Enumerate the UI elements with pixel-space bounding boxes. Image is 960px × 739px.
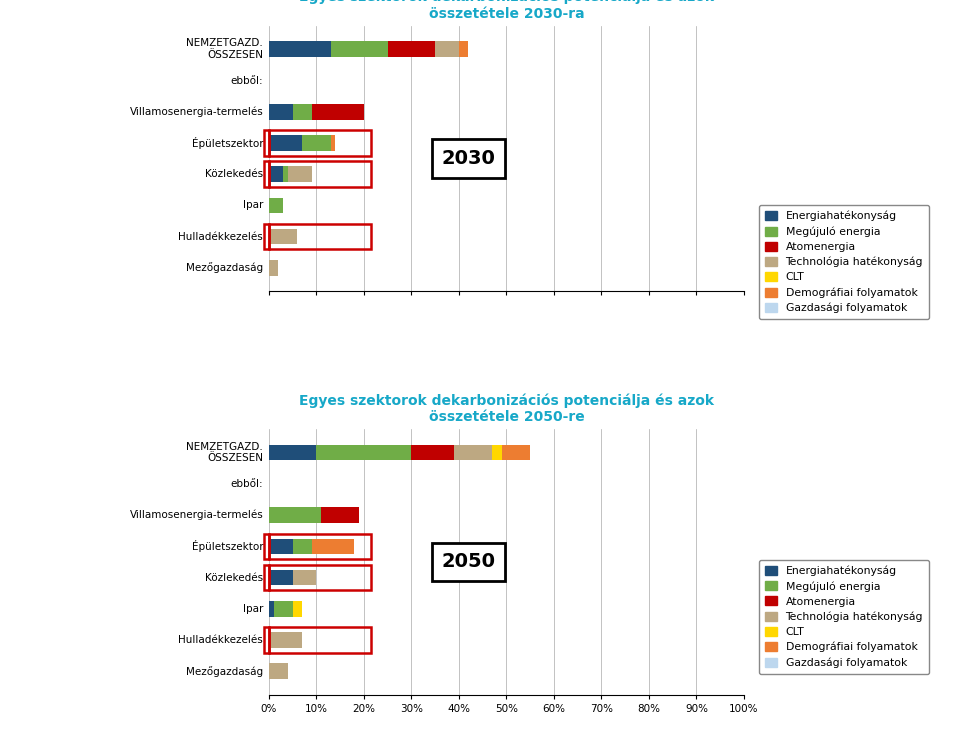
Bar xyxy=(288,166,312,182)
Bar xyxy=(321,507,359,523)
Bar xyxy=(312,104,364,120)
Bar xyxy=(269,570,293,585)
Bar xyxy=(269,166,283,182)
Bar xyxy=(269,632,302,648)
Title: Egyes szektorok dekarbonizációs potenciálja és azok
összetétele 2030-ra: Egyes szektorok dekarbonizációs potenciá… xyxy=(299,0,714,21)
Legend: Energiahatékonyság, Megújuló energia, Atomenergia, Technológia hatékonyság, CLT,: Energiahatékonyság, Megújuló energia, At… xyxy=(759,559,929,674)
Bar xyxy=(330,41,388,57)
Bar xyxy=(317,445,411,460)
Bar xyxy=(283,166,288,182)
Bar xyxy=(302,135,330,151)
Bar xyxy=(269,539,293,554)
Bar xyxy=(411,445,454,460)
Bar xyxy=(459,41,468,57)
Bar xyxy=(269,135,302,151)
Bar xyxy=(269,601,274,616)
Bar xyxy=(312,539,354,554)
Bar xyxy=(293,601,302,616)
Bar xyxy=(269,664,288,679)
Bar xyxy=(293,539,312,554)
Bar xyxy=(435,41,459,57)
Bar xyxy=(330,135,335,151)
Legend: Energiahatékonyság, Megújuló energia, Atomenergia, Technológia hatékonyság, CLT,: Energiahatékonyság, Megújuló energia, At… xyxy=(759,205,929,319)
Text: 2030: 2030 xyxy=(442,149,495,168)
Bar xyxy=(269,197,283,214)
Bar xyxy=(269,507,321,523)
Bar xyxy=(502,445,530,460)
Text: 2050: 2050 xyxy=(442,553,495,571)
Bar xyxy=(293,570,317,585)
Bar xyxy=(269,445,317,460)
Title: Egyes szektorok dekarbonizációs potenciálja és azok
összetétele 2050-re: Egyes szektorok dekarbonizációs potenciá… xyxy=(299,393,714,424)
Bar xyxy=(293,104,312,120)
Bar xyxy=(269,260,278,276)
Bar xyxy=(492,445,502,460)
Bar xyxy=(454,445,492,460)
Bar xyxy=(388,41,435,57)
Bar xyxy=(269,229,298,245)
Bar xyxy=(269,41,330,57)
Bar xyxy=(274,601,293,616)
Bar xyxy=(269,104,293,120)
